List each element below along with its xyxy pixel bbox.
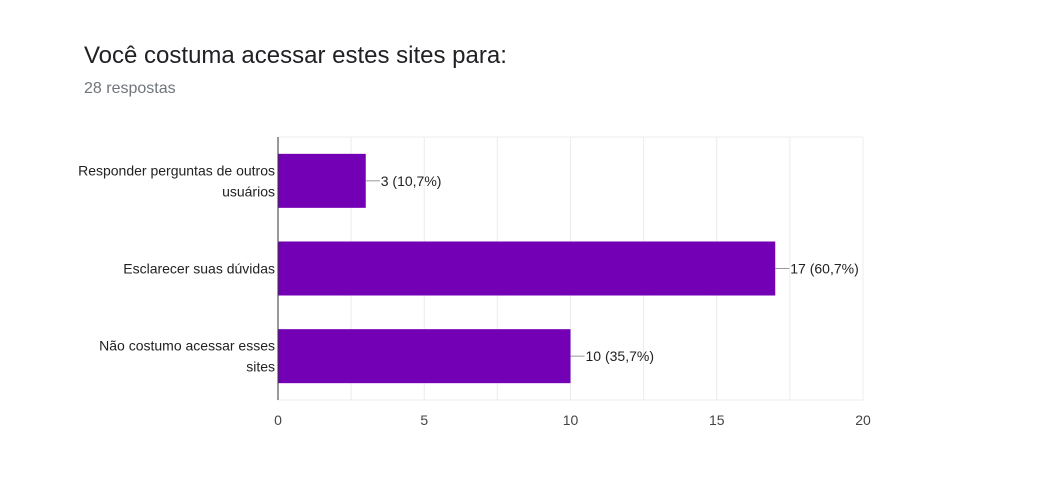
x-tick-label: 15 bbox=[709, 412, 725, 428]
category-label-line: Não costumo acessar esses bbox=[99, 338, 275, 354]
category-label: Esclarecer suas dúvidas bbox=[123, 261, 275, 277]
category-label-line: Esclarecer suas dúvidas bbox=[123, 261, 275, 277]
data-label: 17 (60,7%) bbox=[790, 261, 858, 277]
bar bbox=[278, 242, 775, 296]
x-tick-label: 20 bbox=[855, 412, 871, 428]
category-label-line: Responder perguntas de outros bbox=[78, 162, 275, 178]
x-tick-label: 5 bbox=[420, 412, 428, 428]
category-labels: Responder perguntas de outros usuários Esc… bbox=[78, 162, 275, 374]
bars: 3 (10,7%) 17 (60,7%) 10 (35,7%) bbox=[278, 137, 859, 400]
category-label: Não costumo acessar esses sites bbox=[99, 338, 275, 375]
bar bbox=[278, 154, 366, 208]
category-label: Responder perguntas de outros usuários bbox=[78, 162, 275, 199]
data-label: 3 (10,7%) bbox=[381, 173, 442, 189]
category-label-line: usuários bbox=[222, 183, 275, 199]
bar bbox=[278, 329, 571, 383]
x-tick-labels: 0 5 10 15 20 bbox=[274, 412, 871, 428]
category-label-line: sites bbox=[246, 359, 275, 375]
x-tick-label: 0 bbox=[274, 412, 282, 428]
x-tick-label: 10 bbox=[563, 412, 579, 428]
data-label: 10 (35,7%) bbox=[586, 348, 654, 364]
